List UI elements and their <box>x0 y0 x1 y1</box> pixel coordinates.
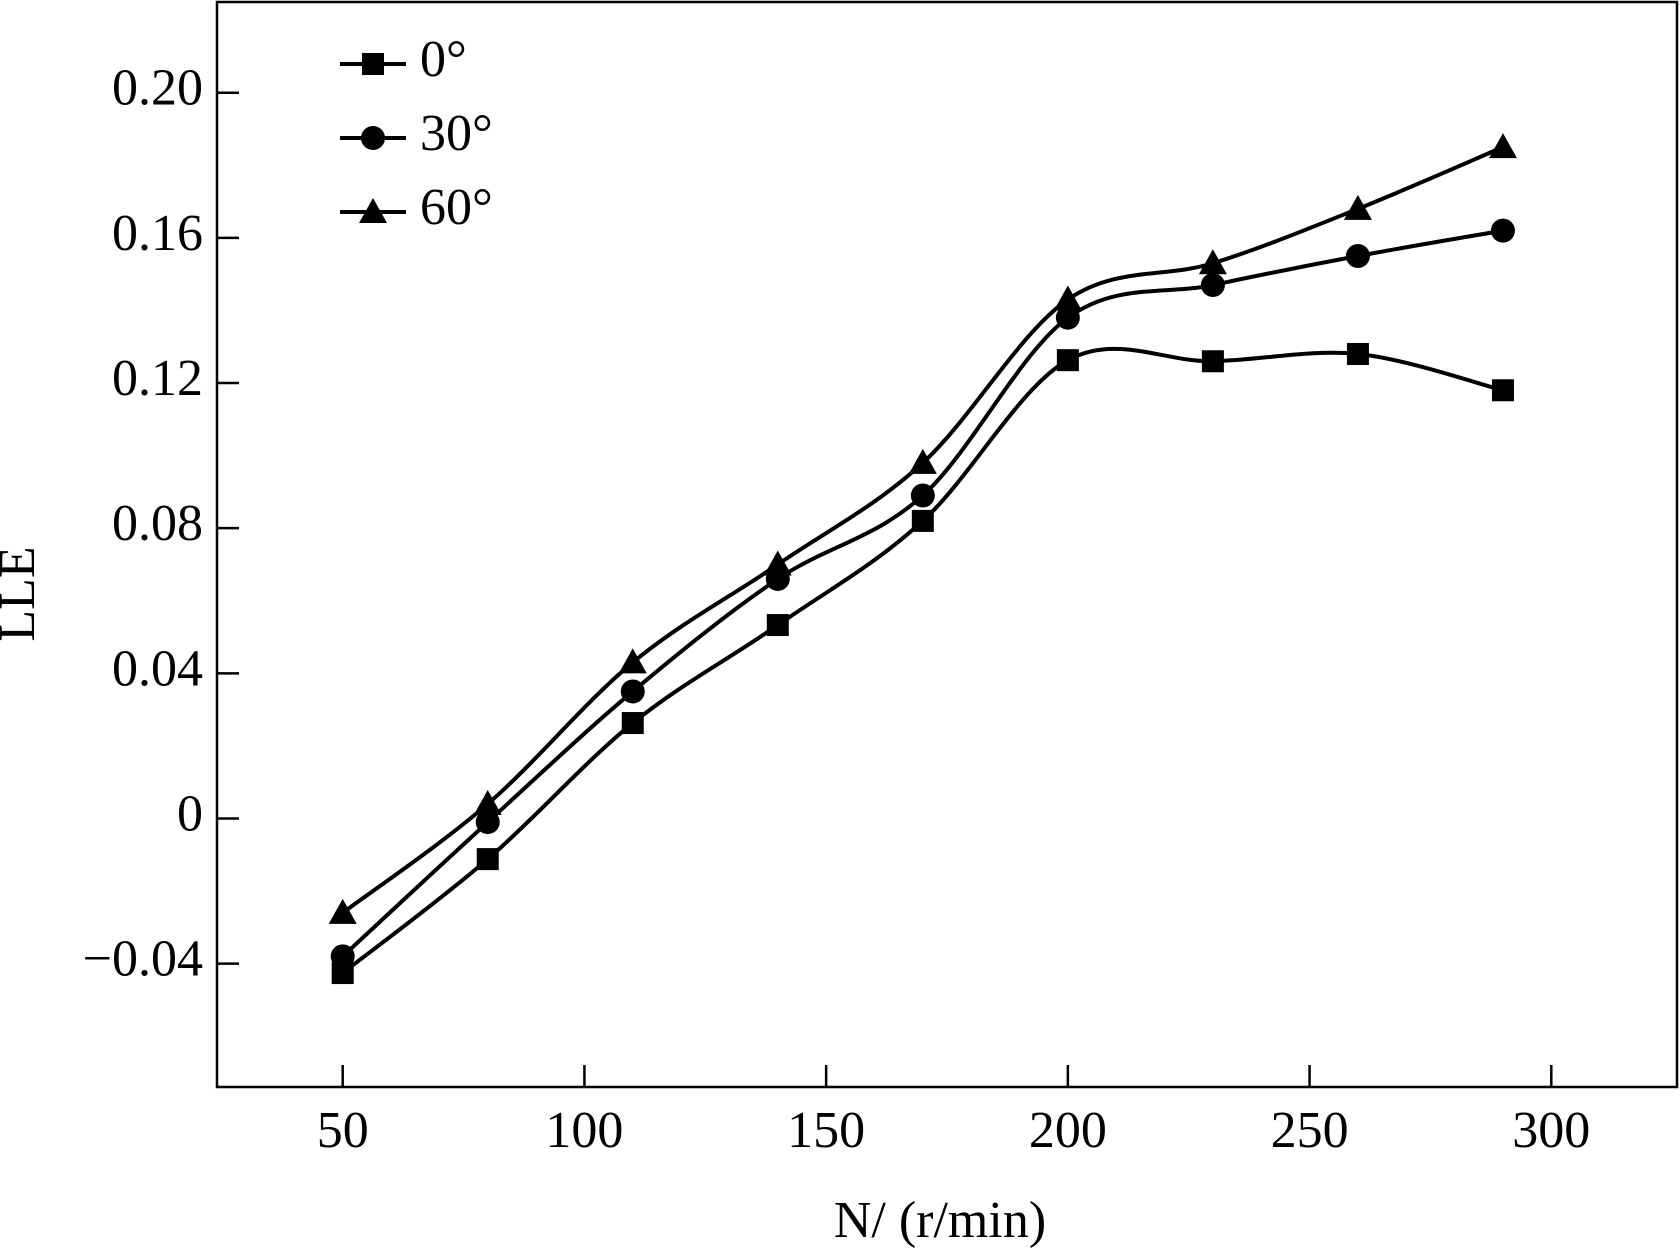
plot-frame <box>215 0 1679 1089</box>
data-point <box>328 898 357 924</box>
data-point <box>763 550 792 576</box>
data-point <box>1343 194 1372 220</box>
data-point <box>473 789 502 815</box>
series-line <box>341 228 1504 958</box>
x-tick-label: 100 <box>545 1102 623 1159</box>
legend-marker <box>359 198 387 223</box>
data-point <box>1345 244 1370 269</box>
data-point <box>620 679 645 704</box>
y-tick-label: 0 <box>177 785 203 842</box>
data-point <box>910 483 935 508</box>
data-point <box>1053 285 1082 311</box>
legend-label: 0° <box>420 31 467 88</box>
x-tick-label: 200 <box>1029 1102 1107 1159</box>
x-tick-label: 250 <box>1271 1102 1349 1159</box>
data-point <box>1055 305 1080 330</box>
x-tick-label: 300 <box>1512 1102 1590 1159</box>
x-axis-label: N/ (r/min) <box>834 1192 1046 1249</box>
data-point <box>908 448 937 474</box>
y-tick-label: 0.12 <box>112 350 203 407</box>
data-point <box>475 810 500 835</box>
data-point <box>911 509 934 532</box>
legend-marker <box>361 126 385 150</box>
data-point <box>1056 349 1079 372</box>
y-tick-label: −0.04 <box>83 931 203 988</box>
y-tick-label: 0.08 <box>112 495 203 552</box>
legend-marker <box>362 53 384 75</box>
data-point <box>330 944 355 969</box>
y-tick-label: 0.20 <box>112 60 203 117</box>
data-point <box>1491 379 1514 402</box>
data-point <box>1488 133 1517 159</box>
data-point <box>1200 273 1225 298</box>
data-point <box>618 648 647 674</box>
data-point <box>1346 342 1369 365</box>
data-point <box>621 712 644 735</box>
data-point <box>476 848 499 871</box>
legend-label: 30° <box>420 105 493 162</box>
y-tick-label: 0.16 <box>112 205 203 262</box>
y-axis-label: LLE <box>0 546 46 641</box>
legend-label: 60° <box>420 179 493 236</box>
data-point <box>1198 249 1227 275</box>
data-point <box>766 614 789 637</box>
data-point <box>1201 350 1224 373</box>
y-tick-label: 0.04 <box>112 640 203 697</box>
x-tick-label: 50 <box>317 1102 369 1159</box>
data-point <box>331 962 354 985</box>
series-line <box>341 346 1504 975</box>
x-tick-label: 150 <box>787 1102 865 1159</box>
data-point <box>1490 218 1515 243</box>
